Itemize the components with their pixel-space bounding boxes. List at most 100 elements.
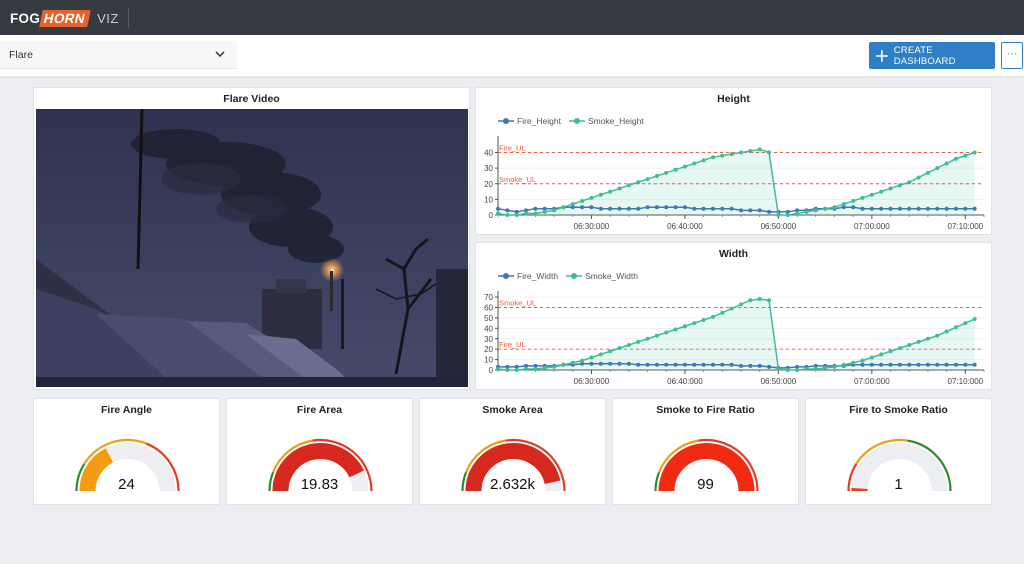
x-tick-label: 07:00:000 bbox=[854, 222, 890, 231]
flare-video[interactable] bbox=[36, 109, 468, 387]
fire-data-point bbox=[897, 206, 902, 211]
fire-data-point bbox=[524, 208, 529, 213]
y-tick-label: 20 bbox=[484, 180, 493, 189]
fire-data-point bbox=[514, 209, 519, 214]
smoke-data-point bbox=[654, 173, 659, 178]
smoke-data-point bbox=[860, 358, 865, 363]
smoke-data-point bbox=[860, 195, 865, 200]
fire-data-point bbox=[944, 206, 949, 211]
limit-label: Smoke_UL bbox=[499, 299, 536, 308]
height-chart-title: Height bbox=[717, 93, 750, 105]
smoke-data-point bbox=[757, 147, 762, 152]
smoke-data-point bbox=[664, 170, 669, 175]
gauge-rim-segment bbox=[272, 439, 313, 473]
smoke-data-point bbox=[776, 213, 781, 217]
smoke-data-point bbox=[552, 364, 557, 369]
smoke-data-point bbox=[514, 368, 519, 372]
smoke-data-point bbox=[841, 362, 846, 367]
smoke-data-point bbox=[813, 366, 818, 371]
chevron-down-icon bbox=[215, 51, 225, 58]
legend-swatch-smoke bbox=[566, 273, 583, 279]
legend-item-fire-width[interactable]: Fire_Width bbox=[498, 271, 558, 281]
top-bar: FOG HORN VIZ bbox=[0, 0, 1024, 35]
smoke-data-point bbox=[729, 306, 734, 311]
smoke-data-point bbox=[542, 209, 547, 214]
legend-label-fire-width: Fire_Width bbox=[517, 271, 559, 281]
smoke-data-point bbox=[505, 213, 510, 217]
y-tick-label: 30 bbox=[484, 335, 493, 344]
fire-data-point bbox=[673, 205, 678, 210]
smoke-data-point bbox=[953, 325, 958, 330]
smoke-data-point bbox=[795, 211, 800, 216]
height-chart-panel: Height Fire_Height Smoke_Height 0 10 20 30 4… bbox=[475, 87, 992, 235]
fire-data-point bbox=[925, 206, 930, 211]
x-tick-label: 07:10:000 bbox=[948, 222, 984, 231]
fire-data-point bbox=[813, 363, 818, 368]
dashboard-select[interactable]: Flare bbox=[0, 41, 237, 69]
gauge-panel-fire-area: Fire Area 19.83 bbox=[226, 398, 413, 505]
topbar-divider bbox=[128, 8, 129, 28]
more-options-button[interactable]: ··· bbox=[1001, 42, 1023, 69]
smoke-data-point bbox=[626, 343, 631, 347]
legend-item-smoke-width[interactable]: Smoke_Width bbox=[566, 271, 638, 281]
fire-data-point bbox=[664, 205, 669, 210]
smoke-data-point bbox=[701, 158, 706, 163]
fire-data-point bbox=[925, 362, 930, 367]
smoke-data-point bbox=[907, 180, 912, 185]
gauge-rim-segment bbox=[312, 438, 373, 492]
fire-data-point bbox=[664, 362, 669, 367]
fire-data-point bbox=[701, 362, 706, 367]
fire-data-point bbox=[795, 208, 800, 213]
height-chart-legend: Fire_Height Smoke_Height bbox=[498, 116, 652, 126]
x-tick-label: 06:30:000 bbox=[574, 222, 610, 231]
smoke-data-point bbox=[813, 208, 818, 213]
fire-data-point bbox=[972, 206, 977, 211]
smoke-data-point bbox=[589, 195, 594, 200]
limit-label: Fire_UL bbox=[499, 144, 526, 153]
smoke-data-point bbox=[739, 302, 743, 307]
gauge-title: Smoke to Fire Ratio bbox=[656, 404, 755, 416]
flare-video-frame bbox=[36, 109, 468, 387]
fire-data-point bbox=[757, 208, 762, 213]
smoke-data-point bbox=[692, 161, 697, 166]
create-dashboard-button[interactable]: CREATE DASHBOARD bbox=[869, 42, 995, 69]
fire-data-point bbox=[963, 206, 968, 211]
fire-data-point bbox=[589, 361, 594, 366]
smoke-data-point bbox=[608, 189, 613, 194]
height-chart[interactable]: 0 10 20 30 40 06:30:000 06:40:000 06:50:000 07:0… bbox=[476, 88, 993, 236]
legend-label-smoke-width: Smoke_Width bbox=[585, 271, 639, 281]
fire-data-point bbox=[505, 208, 510, 213]
fire-data-point bbox=[692, 362, 697, 367]
x-tick-label: 06:30:000 bbox=[574, 377, 610, 386]
gauge-rim-segment bbox=[145, 442, 180, 492]
fire-data-point bbox=[860, 362, 865, 367]
fire-data-point bbox=[710, 206, 715, 211]
fire-data-point bbox=[879, 362, 884, 367]
fire-data-point bbox=[720, 362, 725, 367]
smoke-data-point bbox=[496, 366, 500, 371]
gauge-value: 99 bbox=[697, 476, 714, 493]
smoke-data-point bbox=[795, 368, 800, 372]
legend-item-fire-height[interactable]: Fire_Height bbox=[498, 116, 561, 126]
foghorn-logo[interactable]: FOG HORN VIZ bbox=[10, 9, 119, 27]
smoke-data-point bbox=[654, 333, 659, 338]
y-tick-label: 30 bbox=[484, 164, 493, 173]
fire-data-point bbox=[701, 206, 706, 211]
gauge-value: 24 bbox=[118, 476, 135, 493]
smoke-data-point bbox=[804, 209, 809, 214]
smoke-data-point bbox=[935, 166, 940, 171]
gauge-fill bbox=[79, 448, 114, 492]
width-chart-legend: Fire_Width Smoke_Width bbox=[498, 271, 646, 281]
smoke-data-point bbox=[580, 358, 585, 363]
legend-item-smoke-height[interactable]: Smoke_Height bbox=[568, 116, 644, 126]
x-tick-label: 06:50:000 bbox=[761, 377, 797, 386]
fire-data-point bbox=[795, 364, 800, 369]
fire-data-point bbox=[505, 364, 510, 369]
gauge-rim-segment bbox=[855, 438, 908, 465]
fire-data-point bbox=[897, 362, 902, 367]
fire-data-point bbox=[645, 362, 650, 367]
fire-series-line bbox=[497, 206, 975, 213]
fire-data-point bbox=[580, 361, 585, 366]
fire-data-point bbox=[916, 362, 921, 367]
